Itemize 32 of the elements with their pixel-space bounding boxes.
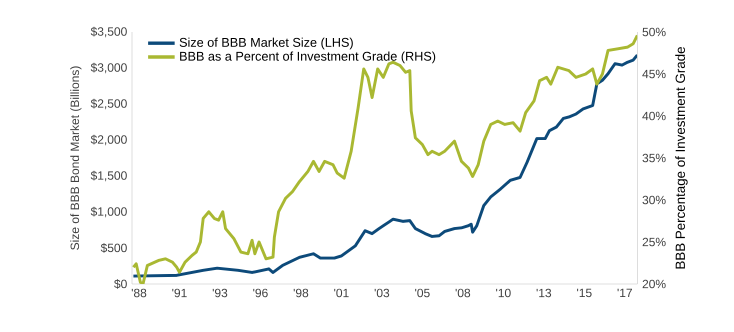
y-tick-label: $2,500 [90, 98, 127, 110]
y2-tick-label: 45% [642, 70, 666, 78]
y-tick-label: $0 [114, 279, 127, 289]
y-tick-label: $3,500 [90, 26, 127, 38]
x-tick-label: '15 [577, 288, 592, 298]
x-tick-label: '96 [253, 288, 268, 298]
x-tick-label: '93 [212, 288, 228, 298]
y-tick-label: $1,500 [90, 170, 127, 182]
x-tick-label: '91 [172, 288, 187, 298]
x-tick-label: '08 [456, 288, 470, 298]
y-tick-label: $500 [100, 243, 127, 253]
x-tick-label: '88 [132, 288, 146, 298]
x-tick-label: '05 [415, 288, 430, 298]
x-tick-label: '98 [294, 288, 308, 298]
y2-tick-label: 40% [642, 112, 666, 120]
y2-axis-title: BBB Percentage of Investment Grade [675, 47, 688, 268]
y-tick-label: $1,000 [90, 206, 127, 218]
y2-tick-label: 35% [642, 154, 666, 162]
x-tick-label: '03 [374, 288, 390, 298]
legend-label: Size of BBB Market Size (LHS) [180, 38, 353, 50]
y-axis-title: Size of BBB Bond Market (Billions) [70, 66, 82, 250]
y-tick-label: $3,000 [90, 62, 127, 74]
y2-tick-label: 50% [642, 28, 666, 36]
y2-tick-label: 25% [642, 238, 666, 246]
y2-tick-label: 30% [642, 196, 666, 204]
x-tick-label: '13 [536, 288, 552, 298]
y-tick-label: $2,000 [90, 134, 127, 146]
legend-label: BBB as a Percent of Investment Grade (RHS) [180, 51, 436, 64]
y2-tick-label: 20% [642, 280, 666, 288]
x-tick-label: '01 [334, 288, 349, 298]
x-tick-label: '10 [496, 288, 511, 298]
x-tick-label: '17 [618, 288, 632, 297]
